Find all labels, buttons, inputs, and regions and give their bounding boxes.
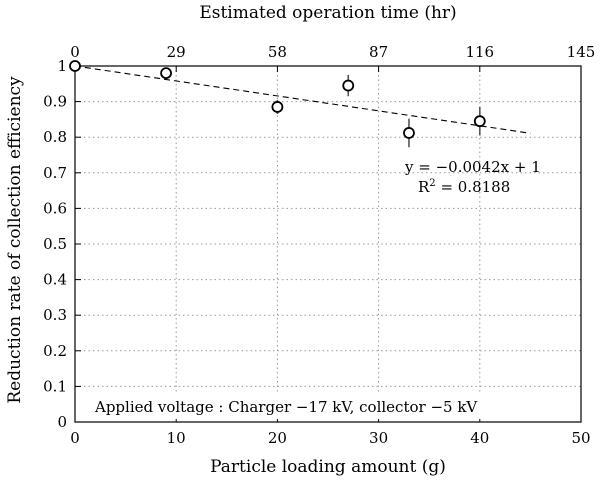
y-tick-label: 0.2 xyxy=(43,342,67,360)
x2-tick-label: 29 xyxy=(167,43,186,61)
y-tick-label: 0.8 xyxy=(43,128,67,146)
y-tick-label: 0.6 xyxy=(43,199,67,217)
data-point xyxy=(69,60,81,72)
grid-lines xyxy=(75,66,581,422)
data-point xyxy=(342,79,355,92)
annotation-text: Applied voltage : Charger −17 kV, collec… xyxy=(94,398,478,416)
x-tick-label: 30 xyxy=(369,429,388,447)
fit-layer xyxy=(74,65,531,134)
axis-ticks: 0 10 20 30 40 5000.10.20.30.40.50.60.70.80.91… xyxy=(43,43,595,447)
x2-tick-label: 145 xyxy=(567,43,596,61)
y-tick-label: 0.3 xyxy=(43,306,67,324)
x-tick-label: 40 xyxy=(470,429,489,447)
y-tick-label: 0.1 xyxy=(43,377,67,395)
x-tick-label: 10 xyxy=(167,429,186,447)
fit-r-squared: R2 = 0.8188 xyxy=(418,178,510,196)
y-tick-label: 0.5 xyxy=(43,235,67,253)
fit-equation: y = −0.0042x + 1 xyxy=(404,158,541,176)
y-tick-label: 0.4 xyxy=(43,271,67,289)
y-tick-label: 0.9 xyxy=(43,93,67,111)
x-tick-label: 50 xyxy=(571,429,590,447)
data-point xyxy=(271,101,284,113)
x2-tick-label: 87 xyxy=(369,43,388,61)
y-tick-label: 0.7 xyxy=(43,164,67,182)
x-tick-label: 20 xyxy=(268,429,287,447)
y-tick-label: 1 xyxy=(57,57,67,75)
trend-line xyxy=(74,65,531,134)
x2-tick-label: 58 xyxy=(268,43,287,61)
x-axis-label: Particle loading amount (g) xyxy=(210,457,446,477)
data-points xyxy=(69,60,486,148)
annotation-box xyxy=(89,393,487,419)
x-tick-label: 0 xyxy=(70,429,80,447)
data-point xyxy=(160,67,172,80)
x2-tick-label: 116 xyxy=(465,43,494,61)
x2-tick-label: 0 xyxy=(70,43,80,61)
data-point xyxy=(473,115,486,128)
y-tick-label: 0 xyxy=(57,413,67,431)
y-axis-label: Reduction rate of collection efficiency xyxy=(5,76,25,404)
x2-axis-label: Estimated operation time (hr) xyxy=(199,3,456,23)
data-point xyxy=(403,127,415,139)
